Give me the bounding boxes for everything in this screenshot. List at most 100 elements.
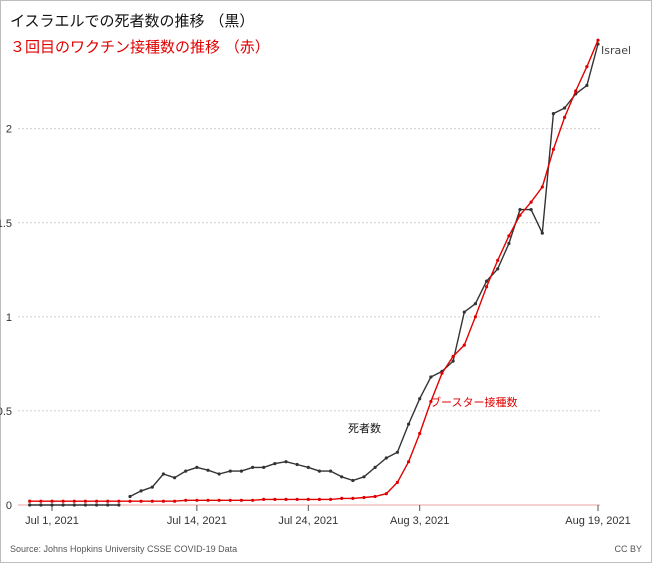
data-point-deaths <box>128 494 132 499</box>
data-point-boosters <box>585 65 589 69</box>
data-point-deaths <box>485 279 489 283</box>
data-point-deaths <box>139 489 143 493</box>
data-point-deaths <box>150 485 154 489</box>
data-point-deaths <box>106 503 110 507</box>
data-point-deaths <box>117 503 121 507</box>
data-point-boosters <box>485 285 489 289</box>
annotation-deaths: 死者数 <box>348 422 381 435</box>
data-point-deaths <box>306 465 310 469</box>
data-point-boosters <box>362 495 366 500</box>
data-point-boosters <box>61 499 65 503</box>
data-point-boosters <box>596 38 600 42</box>
y-tick-label: 0 <box>6 500 12 512</box>
data-point-deaths <box>462 310 466 314</box>
data-point-deaths <box>284 460 288 464</box>
data-point-deaths <box>340 475 344 479</box>
data-point-deaths <box>184 469 188 473</box>
data-point-boosters <box>540 185 544 189</box>
data-point-boosters <box>473 315 477 319</box>
data-point-deaths <box>585 83 589 87</box>
data-point-deaths <box>28 503 32 507</box>
data-point-boosters <box>50 499 54 503</box>
data-point-boosters <box>173 499 177 503</box>
data-point-boosters <box>72 499 76 503</box>
data-point-boosters <box>306 497 310 501</box>
data-point-boosters <box>150 499 154 503</box>
data-point-boosters <box>574 89 578 93</box>
data-point-deaths <box>228 469 232 473</box>
x-tick-label: Jul 24, 2021 <box>278 515 338 527</box>
series-end-label-israel: Israel <box>601 44 631 57</box>
data-point-deaths <box>39 503 43 507</box>
data-point-deaths <box>329 469 333 473</box>
chart-subtitle: ３回目のワクチン接種数の推移 （赤） <box>10 38 270 56</box>
data-point-deaths <box>362 475 366 479</box>
data-point-deaths <box>161 472 165 476</box>
data-point-boosters <box>496 258 500 262</box>
data-point-boosters <box>139 499 143 503</box>
data-point-deaths <box>295 462 299 467</box>
data-point-deaths <box>551 112 556 116</box>
data-point-boosters <box>106 499 110 503</box>
data-point-deaths <box>72 503 76 507</box>
y-tick-label: 1 <box>6 312 12 324</box>
data-point-deaths <box>262 465 266 469</box>
x-tick-label: Jul 14, 2021 <box>167 515 227 527</box>
y-tick-label: 1.5 <box>0 218 12 230</box>
data-point-boosters <box>440 371 444 375</box>
data-point-deaths <box>451 359 455 363</box>
data-point-deaths <box>407 422 411 426</box>
series-line-deaths <box>29 43 599 506</box>
data-point-deaths <box>529 208 533 212</box>
data-point-boosters <box>340 496 344 500</box>
data-point-deaths <box>351 478 355 483</box>
data-point-deaths <box>317 469 321 473</box>
data-point-boosters <box>395 480 399 484</box>
data-point-boosters <box>95 499 99 503</box>
data-point-deaths <box>429 375 433 379</box>
data-point-boosters <box>39 499 43 503</box>
data-point-boosters <box>128 499 132 503</box>
data-point-boosters <box>217 498 221 502</box>
data-point-boosters <box>262 497 266 501</box>
data-point-boosters <box>317 497 321 501</box>
data-point-boosters <box>373 494 377 499</box>
data-point-deaths <box>217 472 221 476</box>
x-tick-label: Aug 3, 2021 <box>390 515 449 527</box>
data-point-boosters <box>206 498 210 502</box>
data-point-boosters <box>351 496 355 500</box>
data-point-deaths <box>61 503 65 507</box>
data-point-boosters <box>161 499 165 503</box>
source-note: Source: Johns Hopkins University CSSE CO… <box>10 544 238 554</box>
data-point-boosters <box>551 147 556 151</box>
data-point-deaths <box>507 241 511 246</box>
chart-title: イスラエルでの死者数の推移 （黒） <box>10 12 255 30</box>
y-tick-label: 2 <box>6 124 12 136</box>
data-point-deaths <box>373 465 377 469</box>
data-point-boosters <box>518 213 522 217</box>
x-tick-label: Jul 1, 2021 <box>25 515 79 527</box>
data-point-boosters <box>462 343 466 347</box>
data-point-deaths <box>50 503 54 507</box>
x-tick-label: Aug 19, 2021 <box>565 515 630 527</box>
data-point-deaths <box>173 476 177 480</box>
data-point-boosters <box>295 497 299 501</box>
data-point-boosters <box>117 499 121 503</box>
data-point-deaths <box>83 503 87 507</box>
data-point-boosters <box>329 497 333 501</box>
data-point-deaths <box>540 231 544 235</box>
annotation-boosters: ブースター接種数 <box>430 395 517 409</box>
data-point-deaths <box>206 468 210 472</box>
data-point-boosters <box>563 115 567 119</box>
series-line-boosters <box>29 39 599 502</box>
data-point-boosters <box>529 200 533 204</box>
data-point-deaths <box>473 302 477 306</box>
data-point-deaths <box>395 450 399 454</box>
data-point-boosters <box>284 497 288 501</box>
data-point-boosters <box>451 354 455 358</box>
data-point-deaths <box>195 465 199 469</box>
data-point-boosters <box>228 498 232 502</box>
data-point-boosters <box>83 499 87 503</box>
data-point-deaths <box>496 267 500 271</box>
